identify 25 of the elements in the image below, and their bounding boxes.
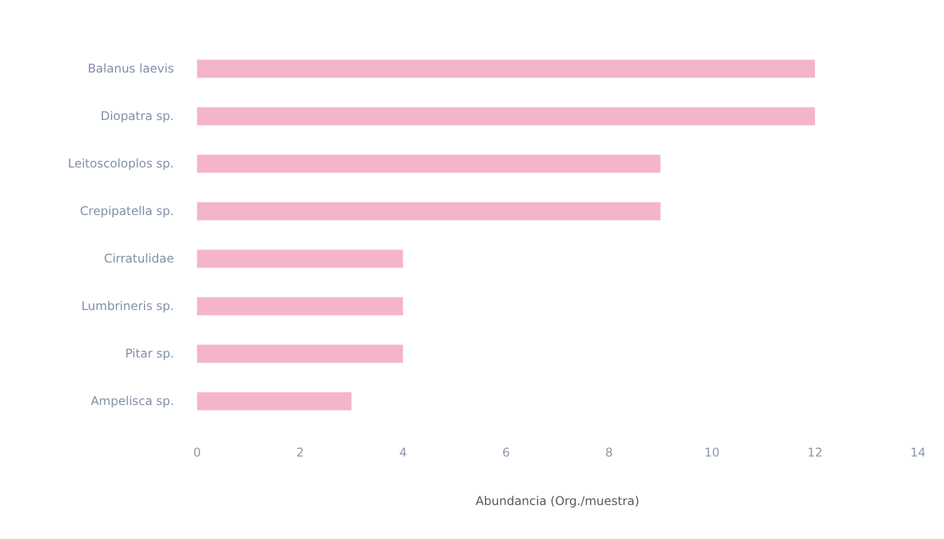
x-tick-label: 10 [704,446,720,460]
y-tick-label: Diopatra sp. [100,109,174,124]
bar [197,250,403,268]
x-tick-label: 4 [399,446,407,460]
x-tick-label: 14 [910,446,926,460]
bar [197,297,403,316]
bar [197,202,660,220]
y-tick-label: Ampelisca sp. [90,394,174,408]
x-tick-label: 12 [807,446,823,460]
y-tick-label: Cirratulidae [104,252,174,266]
y-tick-label: Lumbrineris sp. [81,299,174,314]
bar [197,60,815,78]
y-tick-label: Crepipatella sp. [80,204,174,218]
bar [197,344,403,363]
x-tick-label: 0 [193,446,201,460]
bar [197,392,352,410]
y-tick-label: Leitoscoloplos sp. [68,156,174,171]
bar [197,107,815,126]
x-axis-title: Abundancia (Org./muestra) [476,494,640,508]
x-tick-label: 6 [502,446,510,460]
bar [197,154,660,173]
x-tick-label: 8 [605,446,613,460]
y-tick-label: Balanus laevis [88,62,174,76]
x-tick-label: 2 [296,446,304,460]
y-tick-label: Pitar sp. [125,346,174,361]
